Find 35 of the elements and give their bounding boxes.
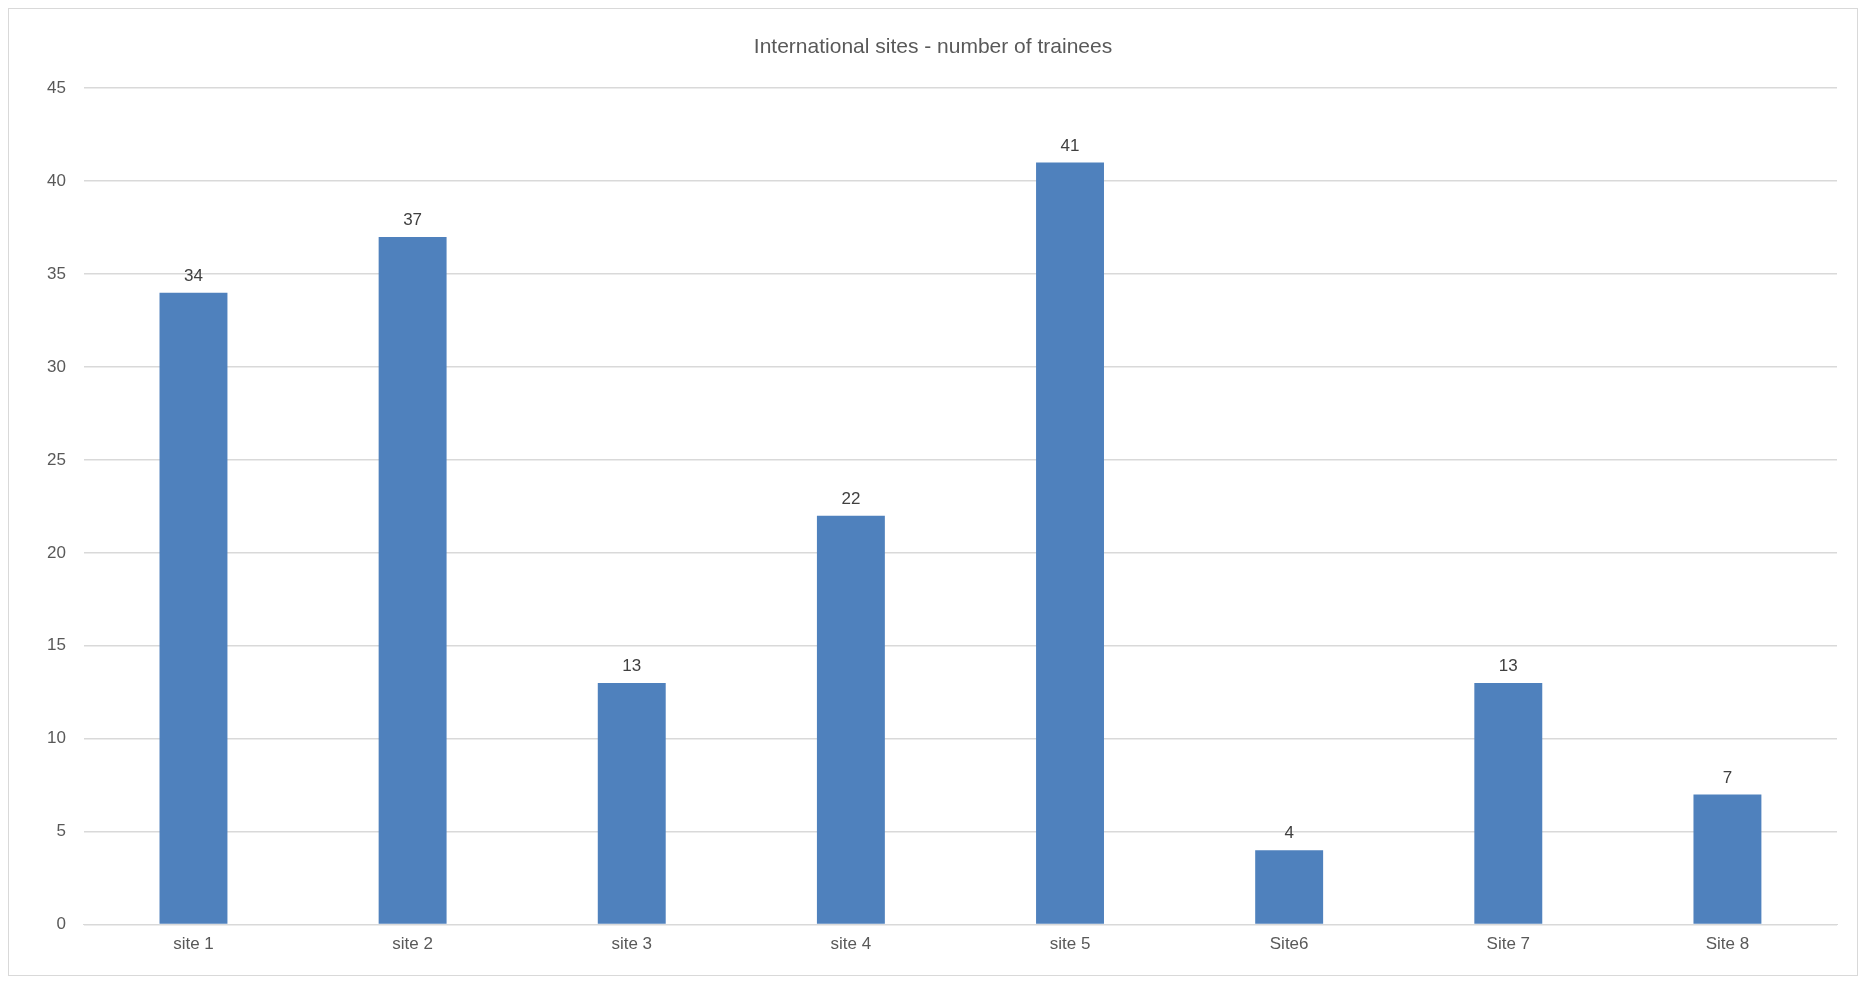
y-tick-label: 20 [46,542,66,562]
data-label: 13 [622,656,642,676]
x-tick-label: site 4 [830,934,872,954]
y-tick-label: 40 [46,170,66,190]
y-tick-label: 30 [46,356,66,376]
y-tick-label: 0 [56,914,66,934]
bar [1693,794,1762,924]
data-label: 4 [1284,823,1294,843]
bar [1036,162,1104,924]
y-tick-label: 25 [46,449,66,469]
x-tick-label: site 5 [1049,934,1091,954]
x-tick-label: Site 7 [1486,934,1531,954]
x-tick-label: Site 8 [1705,934,1750,954]
data-label: 37 [403,210,423,230]
y-tick-label: 10 [46,728,66,748]
data-label: 41 [1060,135,1080,155]
y-tick-label: 35 [46,263,66,283]
x-tick-label: site 3 [611,934,653,954]
x-tick-label: site 2 [392,934,433,954]
y-tick-label: 5 [56,821,66,841]
data-label: 7 [1722,767,1733,787]
bar [1255,850,1324,924]
data-label: 13 [1498,656,1518,676]
y-tick-label: 15 [46,635,66,655]
chart-title: International sites - number of trainees [753,34,1113,58]
bar [816,515,885,924]
x-tick-label: site 1 [173,934,214,954]
y-tick-label: 45 [46,77,66,97]
x-tick-label: Site6 [1269,934,1309,954]
bar [159,292,228,924]
bar [597,682,666,924]
data-label: 34 [184,265,203,285]
bar [378,236,447,924]
bar [1474,682,1543,924]
data-label: 22 [841,488,861,508]
